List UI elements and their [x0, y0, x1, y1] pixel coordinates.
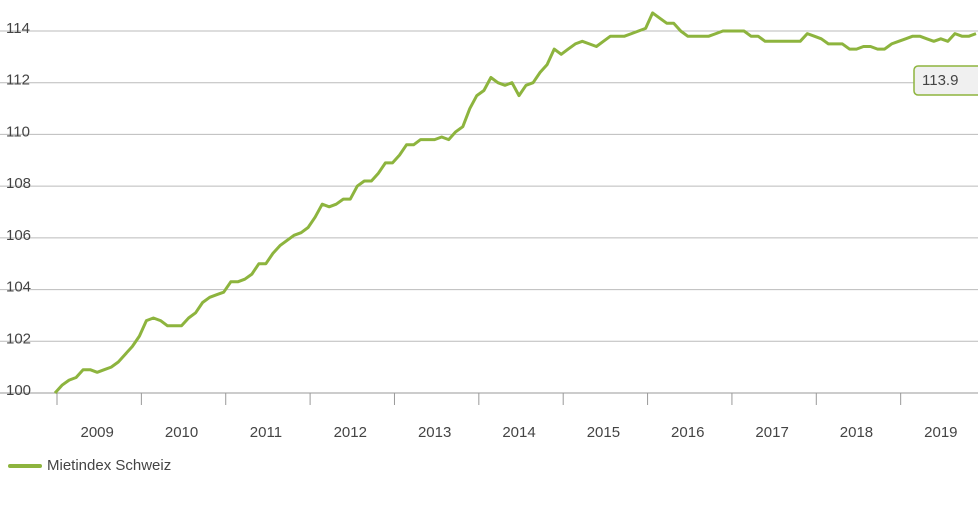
x-tick-label: 2013	[418, 424, 451, 441]
x-tick-label: 2012	[334, 424, 367, 441]
y-tick-label: 102	[6, 330, 31, 347]
callout-box	[913, 65, 978, 96]
legend-label: Mietindex Schweiz	[47, 457, 171, 474]
y-tick-label: 110	[6, 123, 30, 140]
x-tick-label: 2009	[80, 424, 113, 441]
x-tick-label: 2019	[924, 424, 957, 441]
callout-label: 113.9	[922, 72, 958, 89]
x-tick-label: 2015	[587, 424, 620, 441]
y-tick-label: 114	[6, 20, 30, 37]
y-tick-label: 112	[6, 72, 30, 89]
y-tick-label: 106	[6, 227, 31, 244]
y-tick-label: 100	[6, 382, 31, 399]
data-line	[53, 11, 977, 395]
x-tick-label: 2010	[165, 424, 198, 441]
x-tick-label: 2016	[671, 424, 704, 441]
x-tick-label: 2014	[502, 424, 535, 441]
x-tick-label: 2018	[840, 424, 873, 441]
x-tick-label: 2011	[250, 424, 282, 441]
x-tick-label: 2017	[755, 424, 788, 441]
y-tick-label: 108	[6, 175, 31, 192]
y-tick-label: 104	[6, 279, 31, 296]
